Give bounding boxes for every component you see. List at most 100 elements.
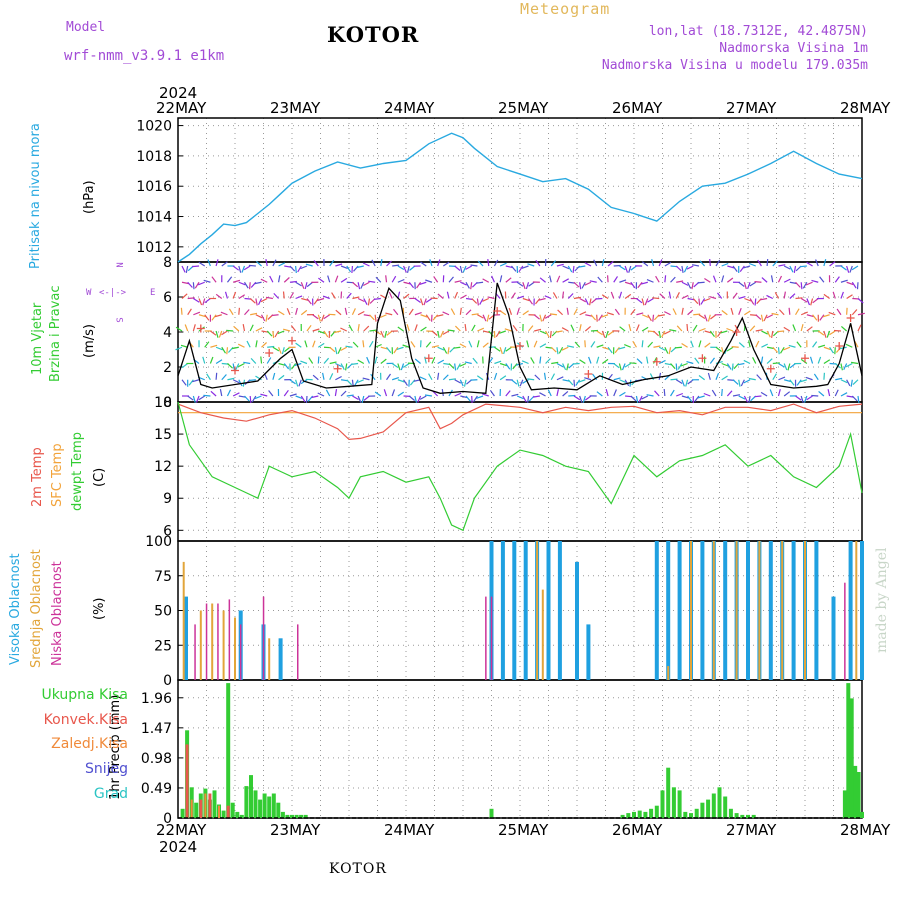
wind-barb — [658, 372, 662, 380]
wind-barb — [362, 377, 370, 381]
wind-barb — [242, 323, 246, 332]
cloud-bar — [768, 541, 773, 680]
wind-barb — [795, 297, 803, 300]
wind-barb — [453, 346, 461, 349]
wind-barb — [635, 324, 640, 332]
wind-barb — [802, 281, 808, 289]
wind-barb — [539, 314, 543, 322]
wind-barb — [754, 395, 762, 398]
wind-barb — [668, 291, 672, 299]
wind-barb — [760, 356, 764, 364]
wind-barb — [681, 294, 689, 300]
wind-barb — [561, 327, 569, 332]
wind-barb — [602, 358, 609, 364]
wind-barb — [340, 390, 347, 397]
wind-barb — [218, 330, 223, 338]
wind-barb — [607, 330, 615, 336]
wind-barb — [351, 265, 354, 274]
wind-barb — [732, 379, 739, 385]
wind-barb — [738, 307, 742, 315]
precip-bar — [689, 813, 693, 818]
wind-barb — [556, 376, 564, 381]
date-label: 24MAY — [384, 99, 435, 117]
wind-barb — [295, 281, 302, 287]
wind-barb — [357, 324, 360, 332]
wind-barb — [687, 309, 694, 316]
wind-barb — [550, 373, 556, 381]
wind-barb — [566, 307, 569, 315]
wind-barb — [464, 361, 472, 365]
wind-barb — [414, 324, 418, 332]
wind-barb — [572, 362, 580, 365]
wind-barb — [840, 379, 848, 384]
wind-barb — [181, 363, 189, 369]
wind-barb — [334, 347, 338, 355]
wind-barb — [726, 390, 733, 397]
wind-barb — [204, 314, 210, 321]
wind-barb — [181, 293, 188, 299]
wind-barb — [423, 298, 427, 306]
wind-barb — [180, 307, 183, 315]
wind-barb — [414, 298, 421, 303]
wind-barb — [419, 376, 427, 381]
wind-barb — [655, 275, 660, 283]
wind-barb — [670, 363, 676, 370]
wind-barb — [552, 292, 558, 299]
wind-barb — [368, 280, 376, 283]
cloud-bar — [205, 603, 208, 680]
wind-barb — [289, 393, 297, 397]
y-tick-label: 1014 — [136, 210, 172, 226]
wind-barb — [669, 329, 677, 332]
y-tick-label: 0 — [163, 395, 172, 411]
cloud-bar — [512, 541, 517, 680]
wind-barb — [248, 379, 256, 382]
wind-barb — [628, 324, 632, 332]
wind-barb — [567, 293, 574, 299]
y-tick-label: 6 — [163, 290, 172, 306]
cloud-bar — [758, 541, 761, 680]
wind-barb — [647, 341, 654, 348]
wind-barb — [743, 282, 747, 290]
cloud-bar — [855, 541, 858, 680]
wind-barb — [448, 378, 456, 381]
wind-barb — [329, 361, 337, 365]
wind-barb — [273, 292, 280, 299]
wind-barb — [834, 389, 839, 397]
wind-barb — [291, 363, 297, 370]
wind-barb — [699, 260, 706, 267]
wind-barb — [562, 291, 565, 299]
wind-barb — [335, 309, 342, 316]
wind-barb — [681, 342, 688, 348]
wind-barb — [255, 327, 263, 332]
wind-barb — [477, 314, 484, 319]
wind-barb — [579, 311, 587, 316]
cloud-bar — [217, 603, 219, 680]
wind-barb — [318, 277, 325, 283]
wind-barb — [613, 363, 620, 369]
wind-barb — [429, 259, 433, 267]
wind-barb — [278, 347, 282, 354]
y-tick-label: 1018 — [136, 149, 172, 165]
wind-barb — [539, 343, 547, 348]
wind-barb — [539, 277, 546, 283]
wind-barb — [346, 265, 352, 273]
wind-barb — [277, 330, 285, 335]
wind-barb — [777, 347, 780, 355]
wind-barb — [419, 281, 427, 285]
wind-barb — [425, 314, 431, 321]
wind-barb — [544, 314, 552, 319]
wind-barb — [698, 375, 705, 381]
wind-barb — [748, 377, 756, 381]
wind-barb — [588, 356, 592, 364]
wind-barb — [510, 292, 516, 299]
wind-barb — [590, 341, 596, 348]
precip-bar — [849, 698, 854, 818]
wind-barb — [468, 340, 473, 348]
wind-barb — [235, 363, 240, 371]
wind-barb — [596, 330, 603, 336]
wind-barb — [686, 323, 689, 332]
wind-barb — [360, 281, 365, 289]
cloud-bar — [712, 541, 715, 680]
wind-barb — [459, 343, 467, 348]
wind-barb — [704, 330, 712, 334]
